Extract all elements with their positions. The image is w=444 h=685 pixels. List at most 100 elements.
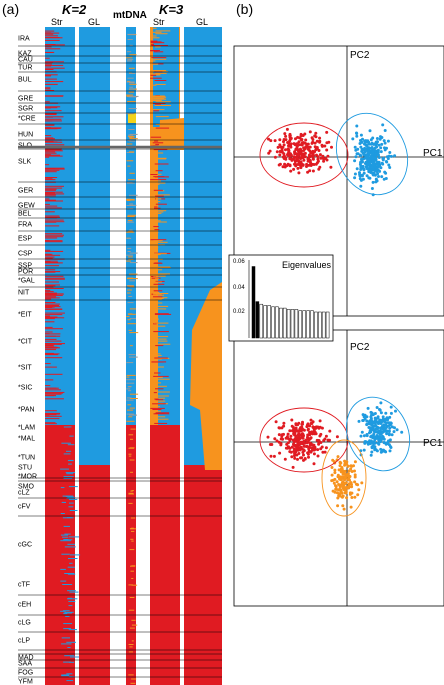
- pca-top-point-red: [312, 163, 316, 166]
- mtdna-stripe: [129, 73, 136, 74]
- k3-str-admix-stripe: [151, 386, 155, 388]
- pca-bottom-point-red: [310, 443, 314, 447]
- k2-str-admix-stripe: [60, 487, 65, 489]
- pca-bottom-point-orange: [330, 466, 334, 469]
- mtdna-stripe: [127, 404, 132, 406]
- mtdna-stripe: [129, 151, 135, 153]
- pca-bottom-point-blue: [361, 419, 365, 422]
- mtdna-stripe: [128, 256, 133, 258]
- pca-bottom-point-blue: [377, 435, 381, 439]
- pca-bottom-point-blue: [366, 442, 370, 446]
- pca-top-point-red: [283, 165, 287, 169]
- k2-str-admix-stripe: [68, 463, 72, 465]
- pca-top-point-red: [293, 152, 297, 156]
- pca-bottom-point-orange: [332, 481, 336, 485]
- k2-str-admix-stripe: [45, 101, 50, 103]
- pca-bottom-point-red: [294, 448, 298, 452]
- k3-str-admix-stripe: [151, 96, 167, 98]
- k2-str-admix-stripe: [45, 253, 51, 255]
- k3-str-admix-stripe: [152, 403, 166, 405]
- k3-str-red: [150, 425, 180, 685]
- mtdna-stripe: [127, 221, 134, 223]
- eigen-bar: [318, 311, 322, 339]
- eigen-bar: [314, 311, 318, 339]
- mtdna-stripe: [130, 517, 136, 519]
- pca-top-point-red: [305, 145, 309, 149]
- k3-str-admix-stripe: [150, 60, 156, 62]
- k3-str-admix-stripe: [151, 326, 156, 328]
- pca-top-point-blue: [382, 177, 386, 181]
- k2-str-admix-stripe: [61, 442, 71, 444]
- mtdna-stripe: [130, 570, 134, 572]
- pca-top-point-red: [283, 162, 287, 166]
- pca-top-point-blue: [370, 187, 374, 190]
- pca-bottom-point-orange: [338, 485, 342, 489]
- eigen-tick-002: 0.02: [233, 309, 245, 315]
- pca-top-point-blue: [377, 143, 381, 147]
- k3-str-admix-stripe: [155, 70, 164, 72]
- pca-top-point-red: [300, 163, 304, 167]
- k3-str-admix-stripe: [150, 353, 161, 355]
- mtdna-stripe: [129, 627, 135, 629]
- pca-top-point-blue: [379, 136, 383, 140]
- k3-str-admix-stripe: [154, 398, 159, 400]
- k2-str-admix-stripe: [45, 349, 56, 351]
- population-label: BEL: [18, 211, 31, 218]
- pca-bottom-point-blue: [372, 421, 376, 425]
- mtdna-stripe: [128, 136, 132, 138]
- k2-str-admix-stripe: [45, 69, 54, 70]
- k2-str-admix-stripe: [67, 597, 72, 599]
- k2-str-admix-stripe: [45, 240, 63, 242]
- k2-str-admix-stripe: [67, 460, 74, 462]
- pca-bottom-point-red: [320, 426, 324, 430]
- k3-str-admix-stripe: [152, 109, 165, 111]
- eigen-bar: [263, 305, 267, 339]
- k2-str-admix-stripe: [45, 398, 64, 400]
- pca-top-point-red: [314, 131, 318, 135]
- pca-bottom-point-red: [312, 452, 316, 456]
- k3-str-admix-stripe: [154, 338, 167, 340]
- mtdna-stripe: [126, 238, 132, 239]
- mtdna-stripe: [127, 302, 134, 304]
- k2-str-admix-stripe: [45, 302, 56, 303]
- k3-str-admix-stripe: [151, 221, 167, 223]
- population-label: *MAL: [18, 436, 35, 443]
- k2-str-admix-stripe: [45, 294, 57, 296]
- pca-top-point-blue: [386, 139, 390, 143]
- pca-bottom-point-red: [289, 437, 293, 441]
- mtdna-stripe: [131, 678, 137, 680]
- pca-bottom-point-red: [280, 426, 284, 430]
- k3-str-admix-stripe: [150, 239, 155, 241]
- pca-bottom-point-red: [305, 441, 309, 445]
- pca-bottom-point-red: [317, 439, 321, 442]
- pca-top-point-red: [320, 143, 324, 147]
- k2-str-admix-stripe: [66, 473, 74, 475]
- k3-str-orange-cre: [158, 118, 184, 150]
- pca-bottom-point-red: [303, 457, 307, 460]
- pca-bottom-points: [266, 401, 404, 511]
- pca-top-point-blue: [393, 154, 397, 158]
- k3-str-admix-stripe: [155, 30, 171, 32]
- pca-top-point-blue: [371, 136, 375, 140]
- k2-str-admix-stripe: [61, 553, 70, 555]
- pca-top-point-blue: [368, 176, 372, 180]
- k3-str-admix-stripe: [155, 127, 170, 129]
- pca-top-point-blue: [359, 184, 363, 188]
- population-label: FRA: [18, 222, 32, 229]
- k2-str-admix-stripe: [64, 533, 71, 535]
- population-label: *SIT: [18, 365, 32, 372]
- k3-str-admix-stripe: [151, 100, 162, 101]
- pca-bottom-point-red: [321, 450, 325, 454]
- mtdna-stripe: [129, 278, 138, 280]
- mtdna-stripe: [127, 165, 131, 167]
- k2-str-admix-stripe: [45, 88, 51, 90]
- mtdna-stripe: [131, 624, 138, 626]
- k2-str-admix-stripe: [45, 193, 65, 195]
- pca-bottom-point-blue: [378, 408, 382, 412]
- pca-bottom-point-blue: [387, 439, 390, 443]
- k2-str-admix-stripe: [45, 39, 60, 41]
- k2-str-admix-stripe: [45, 179, 56, 181]
- k3-str-admix-stripe: [152, 382, 162, 384]
- k2-str-admix-stripe: [45, 57, 50, 59]
- pca-top-point-red: [282, 140, 285, 144]
